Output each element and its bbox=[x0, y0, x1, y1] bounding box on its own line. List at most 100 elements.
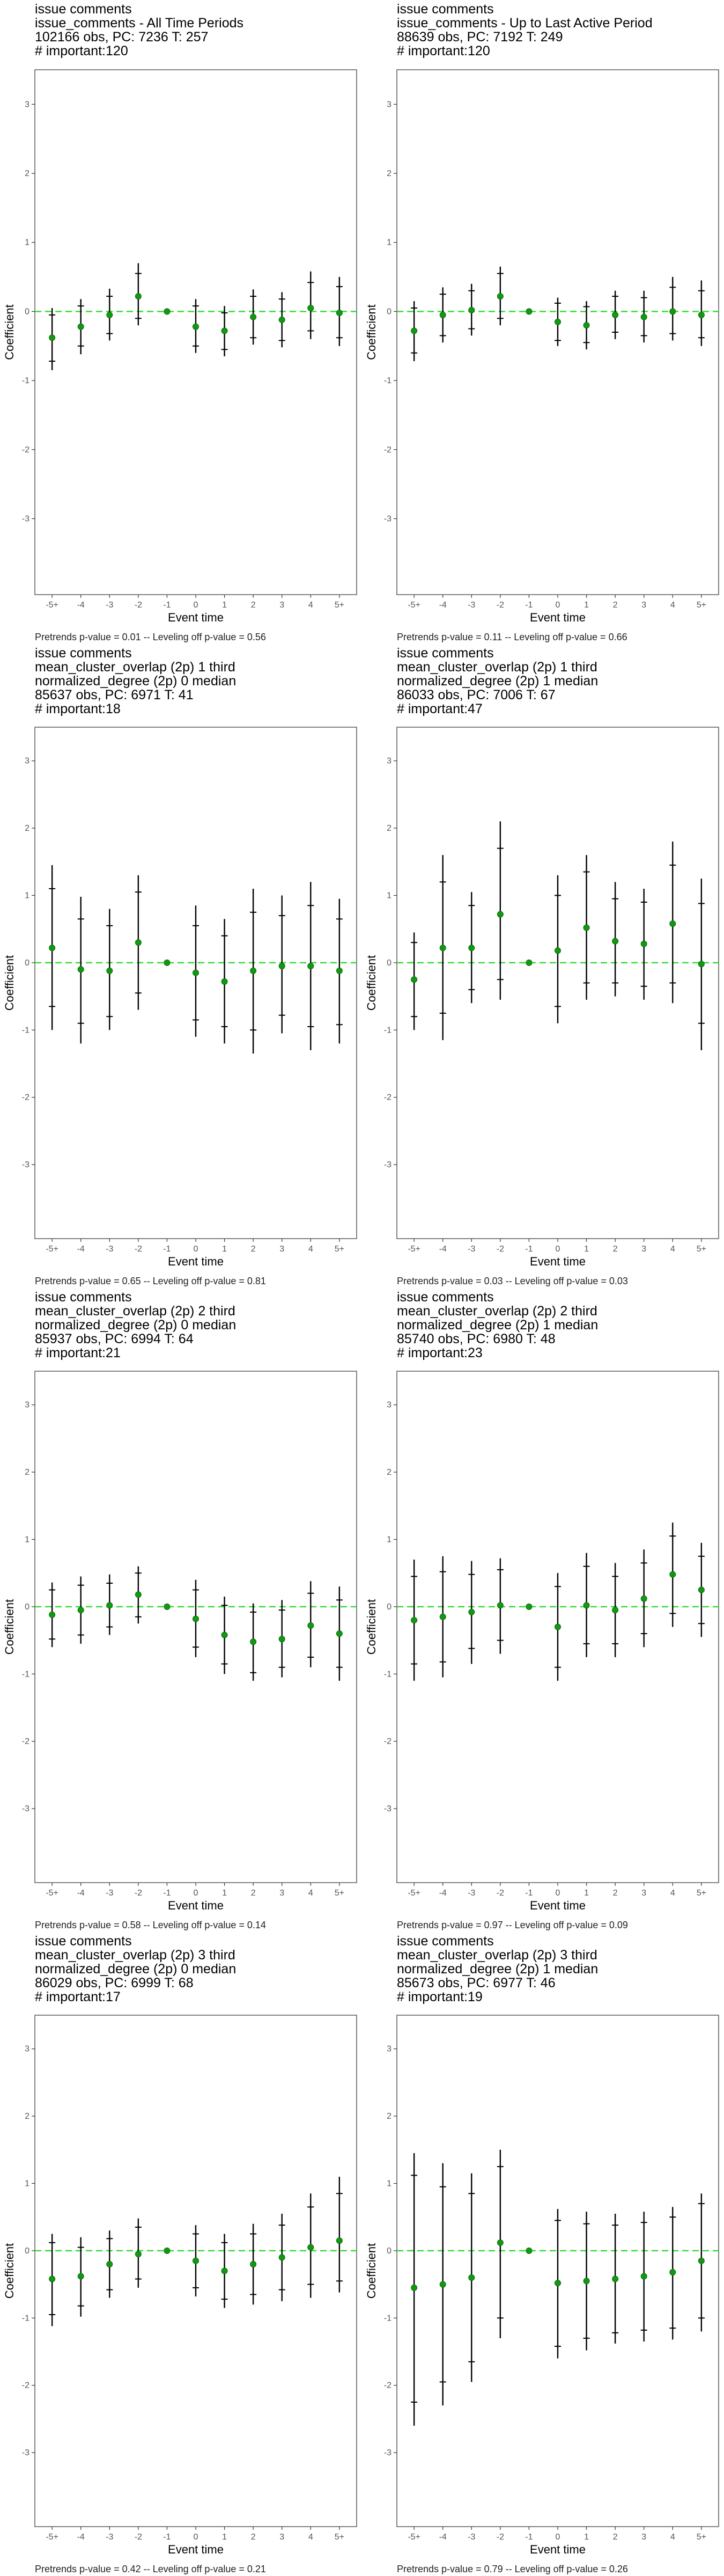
coefficient-point bbox=[698, 961, 705, 968]
y-tick-label: 0 bbox=[387, 2246, 391, 2256]
x-tick-label: -4 bbox=[77, 2533, 85, 2542]
coefficient-point bbox=[411, 2284, 418, 2291]
x-tick-label: 1 bbox=[222, 2533, 227, 2542]
chart-title-line: normalized_degree (2p) 1 median bbox=[397, 1318, 598, 1333]
coefficient-point bbox=[439, 311, 446, 318]
y-tick-label: 1 bbox=[25, 2179, 29, 2188]
chart-title-line: mean_cluster_overlap (2p) 2 third bbox=[397, 1304, 597, 1319]
x-tick-label: 5+ bbox=[697, 2533, 706, 2542]
chart-title-line: issue_comments - Up to Last Active Perio… bbox=[397, 16, 653, 31]
x-tick-label: 5+ bbox=[697, 601, 706, 610]
x-tick-label: -5+ bbox=[408, 1889, 420, 1898]
y-axis-title: Coefficient bbox=[365, 304, 378, 360]
coefficient-point bbox=[193, 323, 199, 330]
p-value-footnote: Pretrends p-value = 0.03 -- Leveling off… bbox=[397, 1276, 628, 1286]
x-tick-label: 1 bbox=[584, 601, 589, 610]
coefficient-point bbox=[49, 2275, 56, 2282]
x-tick-label: 5+ bbox=[335, 601, 344, 610]
chart-title-line: mean_cluster_overlap (2p) 1 third bbox=[35, 660, 235, 675]
chart-title-line: issue_comments - All Time Periods bbox=[35, 16, 243, 31]
chart-title-line: issue comments bbox=[35, 1934, 132, 1949]
y-tick-label: -1 bbox=[384, 1026, 391, 1035]
y-tick-label: -2 bbox=[384, 445, 391, 455]
coefficient-point bbox=[164, 308, 171, 315]
chart-title-line: normalized_degree (2p) 1 median bbox=[397, 674, 598, 689]
x-tick-label: 2 bbox=[613, 2533, 618, 2542]
chart-title-line: normalized_degree (2p) 1 median bbox=[397, 1962, 598, 1977]
y-tick-label: 3 bbox=[25, 100, 29, 109]
coefficient-point bbox=[77, 1607, 84, 1614]
y-tick-label: -1 bbox=[384, 1670, 391, 1679]
y-tick-label: 1 bbox=[25, 238, 29, 247]
coefficient-point bbox=[221, 1631, 228, 1638]
x-tick-label: -4 bbox=[439, 601, 447, 610]
coefficient-point bbox=[497, 293, 504, 300]
coefficient-point bbox=[497, 2239, 504, 2246]
coefficient-point bbox=[612, 311, 619, 318]
x-tick-label: -2 bbox=[135, 1889, 142, 1898]
coefficient-point bbox=[698, 311, 705, 318]
coefficient-point bbox=[135, 2251, 142, 2258]
coefficient-point bbox=[669, 2269, 676, 2276]
coefficient-point bbox=[336, 1630, 343, 1637]
p-value-footnote: Pretrends p-value = 0.01 -- Leveling off… bbox=[35, 632, 266, 642]
chart-title-line: 88639 obs, PC: 7192 T: 249 bbox=[397, 30, 563, 45]
chart-title-line: 85740 obs, PC: 6980 T: 48 bbox=[397, 1331, 556, 1346]
coefficient-point bbox=[278, 1636, 285, 1643]
x-tick-label: 1 bbox=[584, 1889, 589, 1898]
y-tick-label: 1 bbox=[387, 2179, 391, 2188]
y-tick-label: 2 bbox=[387, 1468, 391, 1477]
x-axis-title: Event time bbox=[530, 1255, 586, 1268]
chart-title-line: issue comments bbox=[35, 2, 132, 17]
y-axis-title: Coefficient bbox=[3, 304, 16, 360]
coefficient-point bbox=[77, 2273, 84, 2280]
p-value-footnote: Pretrends p-value = 0.58 -- Leveling off… bbox=[35, 1920, 266, 1930]
coefficient-point bbox=[307, 963, 314, 970]
coefficient-point bbox=[278, 2254, 285, 2261]
coefficient-point bbox=[612, 2275, 619, 2282]
y-tick-label: -2 bbox=[384, 1093, 391, 1102]
coefficient-point bbox=[612, 1607, 619, 1614]
y-tick-label: 1 bbox=[25, 891, 29, 900]
x-tick-label: -3 bbox=[468, 1889, 475, 1898]
coefficient-point bbox=[583, 322, 590, 329]
x-tick-label: 2 bbox=[251, 1245, 256, 1254]
x-tick-label: -2 bbox=[135, 2533, 142, 2542]
coefficient-point bbox=[640, 313, 647, 320]
coefficient-point bbox=[106, 967, 113, 974]
coefficient-point bbox=[526, 1603, 533, 1610]
y-tick-label: -3 bbox=[384, 1804, 391, 1813]
y-tick-label: 1 bbox=[25, 1535, 29, 1544]
x-tick-label: -2 bbox=[135, 1245, 142, 1254]
y-tick-label: 2 bbox=[25, 169, 29, 178]
x-tick-label: -4 bbox=[77, 1245, 85, 1254]
y-tick-label: 0 bbox=[387, 307, 391, 316]
x-tick-label: -5+ bbox=[408, 2533, 420, 2542]
coefficient-point bbox=[135, 293, 142, 300]
x-tick-label: -5+ bbox=[46, 601, 58, 610]
x-tick-label: -1 bbox=[163, 601, 171, 610]
y-tick-label: -2 bbox=[22, 2381, 29, 2390]
x-tick-label: 0 bbox=[556, 1245, 560, 1254]
chart-title-line: issue comments bbox=[397, 1290, 494, 1305]
x-tick-label: 3 bbox=[279, 2533, 284, 2542]
x-tick-label: 3 bbox=[279, 601, 284, 610]
coefficient-point bbox=[106, 2260, 113, 2267]
coefficient-point bbox=[193, 2257, 199, 2264]
x-tick-label: -3 bbox=[468, 2533, 475, 2542]
chart-title-line: # important:18 bbox=[35, 701, 121, 716]
x-tick-label: -5+ bbox=[408, 601, 420, 610]
p-value-footnote: Pretrends p-value = 0.42 -- Leveling off… bbox=[35, 2564, 266, 2574]
x-tick-label: 4 bbox=[670, 1889, 675, 1898]
coefficient-point bbox=[640, 2273, 647, 2280]
coefficient-point bbox=[106, 311, 113, 318]
chart-title-line: # important:17 bbox=[35, 1989, 121, 2004]
x-tick-label: 1 bbox=[584, 2533, 589, 2542]
coefficient-point bbox=[307, 304, 314, 311]
y-tick-label: -2 bbox=[22, 445, 29, 455]
